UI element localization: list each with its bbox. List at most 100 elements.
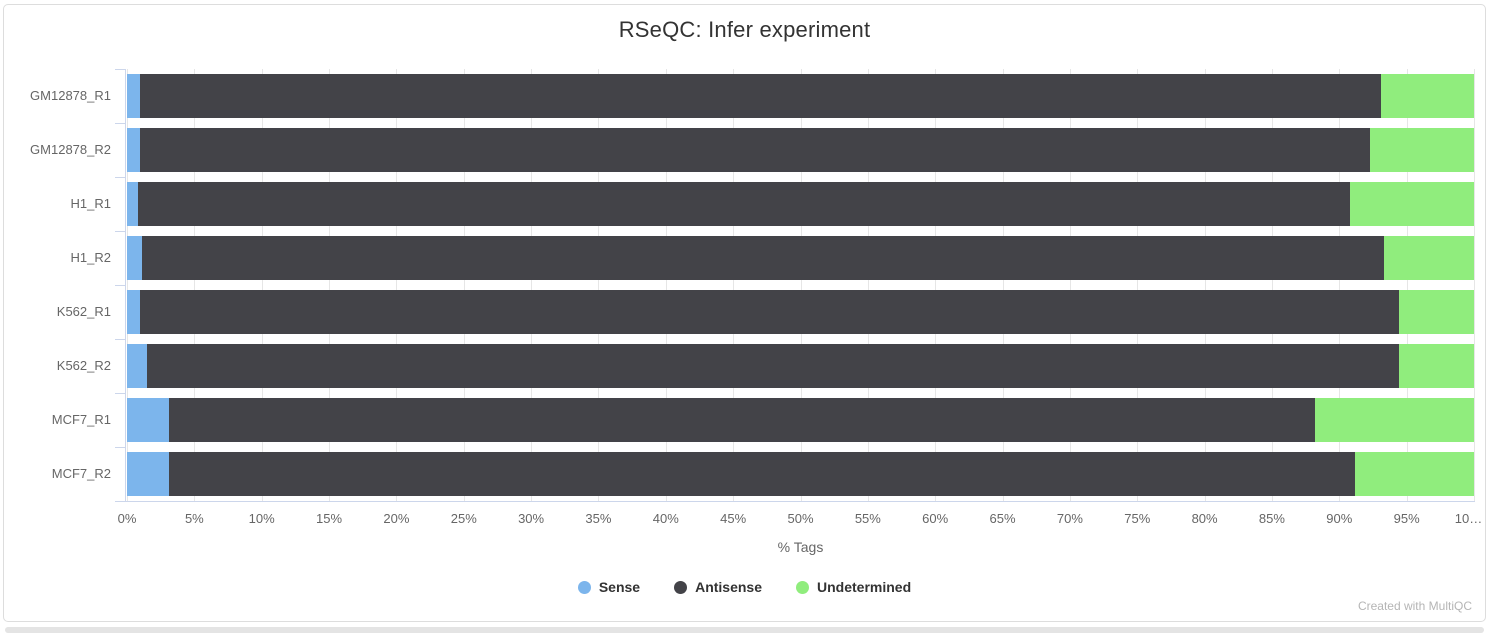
x-tick-label: 25% <box>450 511 477 526</box>
watermark: Created with MultiQC <box>1357 599 1472 613</box>
bar-segment-antisense[interactable] <box>168 452 1356 496</box>
x-tick-label: 60% <box>922 511 949 526</box>
x-tick-label: 10% <box>248 511 275 526</box>
gridline <box>1271 69 1273 501</box>
y-axis-tick <box>115 339 125 340</box>
bar-segment-undetermined[interactable] <box>1398 290 1474 334</box>
chart-card: RSeQC: Infer experiment % Tags GM12878_R… <box>3 4 1486 622</box>
bar-segment-undetermined[interactable] <box>1381 74 1474 118</box>
legend-item-undetermined[interactable]: Undetermined <box>796 579 911 595</box>
category-label: GM12878_R2 <box>30 142 111 157</box>
x-tick-label: 50% <box>787 511 814 526</box>
x-tick-label: 45% <box>720 511 747 526</box>
gridline <box>1339 69 1341 501</box>
category-label: GM12878_R1 <box>30 88 111 103</box>
legend: Sense Antisense Undetermined <box>4 579 1485 595</box>
x-axis-title: % Tags <box>777 539 824 555</box>
x-tick-label: 5% <box>184 511 204 526</box>
gridline <box>1474 69 1475 501</box>
x-tick-label: 90% <box>1326 511 1353 526</box>
bar-segment-antisense[interactable] <box>140 74 1382 118</box>
horizontal-scrollbar[interactable] <box>5 627 1484 633</box>
x-tick-label: 35% <box>585 511 612 526</box>
legend-item-antisense[interactable]: Antisense <box>674 579 762 595</box>
x-tick-label: 20% <box>383 511 410 526</box>
bar-segment-antisense[interactable] <box>141 236 1384 280</box>
y-axis-tick <box>115 231 125 232</box>
bar-segment-undetermined[interactable] <box>1398 344 1474 388</box>
x-tick-label: 15% <box>316 511 343 526</box>
bar-segment-undetermined[interactable] <box>1383 236 1474 280</box>
antisense-legend-marker-icon <box>674 580 688 594</box>
legend-label: Antisense <box>695 579 763 595</box>
chart-title: RSeQC: Infer experiment <box>618 17 871 42</box>
gridline <box>935 69 937 501</box>
y-axis-tick <box>115 501 125 502</box>
y-axis-tick <box>115 447 125 448</box>
bar-segment-antisense[interactable] <box>137 182 1351 226</box>
bar-segment-antisense[interactable] <box>140 290 1399 334</box>
x-axis-line <box>125 501 1475 502</box>
gridline <box>463 69 465 501</box>
undetermined-legend-marker-icon <box>796 580 810 594</box>
bar-segment-sense[interactable] <box>127 182 138 226</box>
x-tick-label: 85% <box>1258 511 1285 526</box>
y-axis-tick <box>115 285 125 286</box>
bar-segment-sense[interactable] <box>127 452 169 496</box>
bar-segment-antisense[interactable] <box>168 398 1316 442</box>
y-axis-tick <box>115 123 125 124</box>
category-label: K562_R1 <box>56 304 111 319</box>
gridline <box>1406 69 1408 501</box>
gridline <box>598 69 600 501</box>
gridline <box>867 69 869 501</box>
legend-label: Undetermined <box>817 579 912 595</box>
x-tick-label: 10… <box>1454 511 1483 526</box>
x-tick-label: 30% <box>518 511 545 526</box>
x-tick-label: 65% <box>989 511 1016 526</box>
legend-item-sense[interactable]: Sense <box>577 579 641 595</box>
category-label: H1_R1 <box>70 196 111 211</box>
gridline <box>1204 69 1206 501</box>
gridline <box>261 69 263 501</box>
bar-segment-antisense[interactable] <box>147 344 1399 388</box>
bar-segment-sense[interactable] <box>127 290 141 334</box>
x-tick-label: 55% <box>854 511 881 526</box>
category-label: MCF7_R2 <box>51 466 111 481</box>
gridline <box>1002 69 1004 501</box>
y-axis-tick <box>115 69 125 70</box>
bar-segment-sense[interactable] <box>127 128 141 172</box>
x-tick-label: 40% <box>652 511 679 526</box>
y-axis-tick <box>115 393 125 394</box>
y-axis-tick <box>115 177 125 178</box>
bar-segment-undetermined[interactable] <box>1350 182 1474 226</box>
plot-area: % Tags GM12878_R1 GM12878_R2 H1_R1 H1_R2 K56… <box>30 69 1482 555</box>
gridline <box>1137 69 1139 501</box>
x-tick-label: 75% <box>1124 511 1151 526</box>
gridline <box>194 69 196 501</box>
bar-segment-undetermined[interactable] <box>1315 398 1474 442</box>
x-tick-label: 70% <box>1056 511 1083 526</box>
sense-legend-marker-icon <box>577 580 591 594</box>
gridline <box>329 69 331 501</box>
bar-segment-antisense[interactable] <box>140 128 1371 172</box>
gridline <box>800 69 802 501</box>
bar-segment-sense[interactable] <box>127 398 169 442</box>
gridline <box>396 69 398 501</box>
bar-segment-undetermined[interactable] <box>1370 128 1474 172</box>
x-tick-label: 0% <box>117 511 137 526</box>
bar-segment-sense[interactable] <box>127 74 141 118</box>
category-label: K562_R2 <box>56 358 111 373</box>
y-axis-line <box>125 69 126 501</box>
bar-segment-undetermined[interactable] <box>1355 452 1474 496</box>
bar-segment-sense[interactable] <box>127 344 148 388</box>
category-label: MCF7_R1 <box>51 412 111 427</box>
category-label: H1_R2 <box>70 250 111 265</box>
gridline <box>531 69 533 501</box>
gridline <box>1069 69 1071 501</box>
gridline <box>665 69 667 501</box>
legend-label: Sense <box>598 579 641 595</box>
x-tick-label: 95% <box>1393 511 1420 526</box>
gridline <box>733 69 735 501</box>
gridline <box>127 69 128 501</box>
bar-segment-sense[interactable] <box>127 236 142 280</box>
